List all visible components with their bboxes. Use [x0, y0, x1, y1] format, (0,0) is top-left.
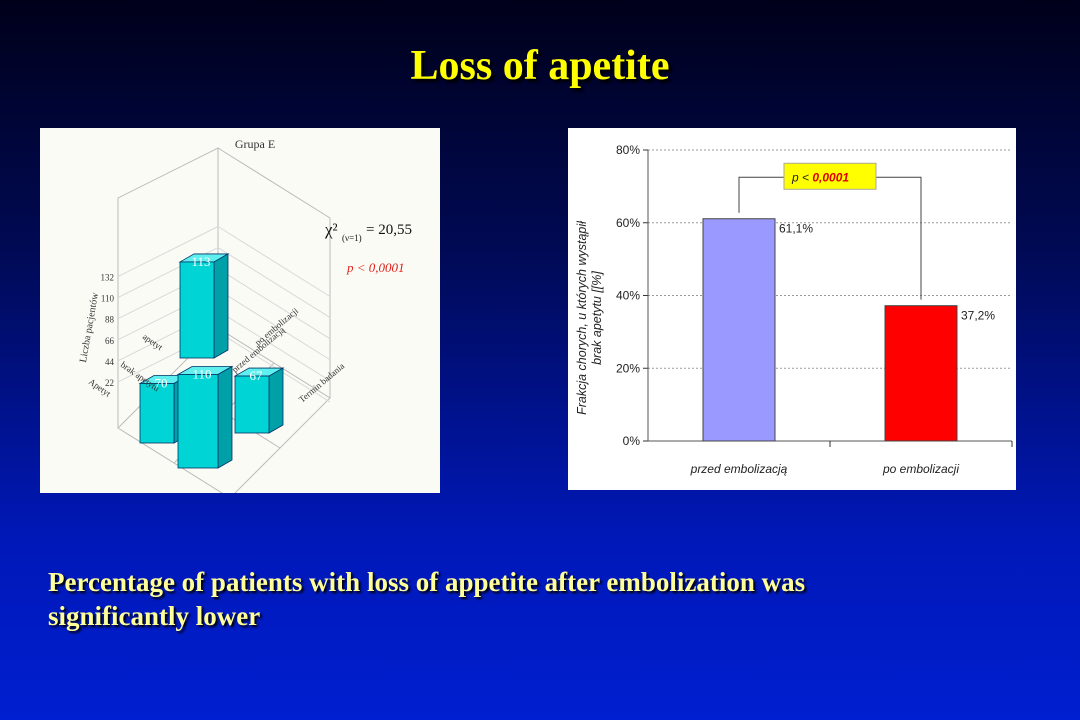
bar-3d-side	[217, 365, 233, 469]
bar-3d-value-label: 67	[250, 368, 264, 383]
right-y-tick-label: 0%	[623, 434, 641, 448]
bar-3d: 113	[178, 253, 230, 359]
p-value-box	[783, 162, 877, 190]
bar-3d-face	[234, 375, 270, 434]
right-bars: 61,1% przed embolizacją 37,2% po embolizacj…	[690, 218, 1013, 476]
bar-3d-face	[179, 261, 215, 359]
left-y-tick-label: 44	[105, 357, 115, 367]
left-y-tick-label: 66	[105, 336, 115, 346]
depth-axis-label: Termin badania	[297, 361, 346, 405]
fraction-chart-svg: 0% 20% 40% 60% 80% 61,1% przed embolizacją 37,…	[575, 143, 1013, 476]
right-y-tick-label: 40%	[616, 289, 640, 303]
bar-3d-face	[139, 383, 175, 444]
fraction-bar-chart: 0% 20% 40% 60% 80% 61,1% przed embolizacją 37,…	[568, 128, 1016, 490]
left-y-tick-label: 110	[101, 294, 115, 304]
bar-3d-value-label: 70	[155, 376, 168, 391]
bars-3d: 113 70 67 110	[138, 253, 285, 469]
caption-line-2: significantly lower	[48, 601, 261, 631]
right-y-tick-label: 80%	[616, 143, 640, 157]
slide-title: Loss of apetite	[410, 43, 670, 89]
right-y-axis-label-line1: Frakcja chorych, u których wystąpił	[575, 220, 589, 415]
grupa-e-3d-chart: Grupa E 22 44 66 88 110 132 Liczba pacjentów …	[40, 128, 440, 493]
right-bar-value-label: 61,1%	[779, 222, 813, 236]
right-y-axis-label-line2: brak apetytu [[%]	[590, 271, 604, 365]
chart-title: Grupa E	[235, 137, 275, 151]
right-y-tick-label: 60%	[616, 216, 640, 230]
right-y-tick-label: 20%	[616, 361, 640, 375]
bar-3d-value-label: 110	[192, 367, 211, 382]
chi-square-value: = 20,55	[366, 222, 412, 238]
p-value-right: p < 0,0001	[791, 170, 849, 184]
right-bar	[702, 218, 776, 442]
row-axis-label: apetyt	[141, 331, 165, 352]
bar-3d-side	[213, 253, 229, 359]
left-y-axis-label: Liczba pacjentów	[78, 291, 101, 363]
right-y-ticks: 0% 20% 40% 60% 80%	[616, 143, 640, 448]
significance-bracket: p < 0,0001	[738, 162, 922, 300]
chi-square-subscript: (ν=1)	[342, 233, 362, 243]
caption-line-1: Percentage of patients with loss of appe…	[48, 567, 806, 597]
right-category-label: po embolizacji	[882, 462, 959, 476]
right-bar	[884, 305, 958, 442]
bar-3d-value-label: 113	[191, 254, 210, 269]
bar-3d-face	[177, 374, 219, 469]
right-category-label: przed embolizacją	[690, 462, 788, 476]
bar-3d-side	[268, 367, 284, 434]
right-bar-value-label: 37,2%	[961, 309, 995, 323]
bar-3d: 110	[176, 365, 234, 469]
left-y-ticks: 22 44 66 88 110 132	[101, 273, 115, 388]
bar-3d: 67	[233, 367, 285, 434]
left-y-tick-label: 22	[105, 378, 114, 388]
p-value-left: p < 0,0001	[346, 260, 405, 275]
left-y-tick-label: 132	[101, 273, 115, 283]
slide-caption: Percentage of patients with loss of appe…	[48, 565, 1038, 633]
right-y-axis-label-group: Frakcja chorych, u których wystąpił brak…	[575, 220, 604, 415]
left-y-tick-label: 88	[105, 315, 115, 325]
chi-square-symbol: χ²	[324, 220, 338, 239]
